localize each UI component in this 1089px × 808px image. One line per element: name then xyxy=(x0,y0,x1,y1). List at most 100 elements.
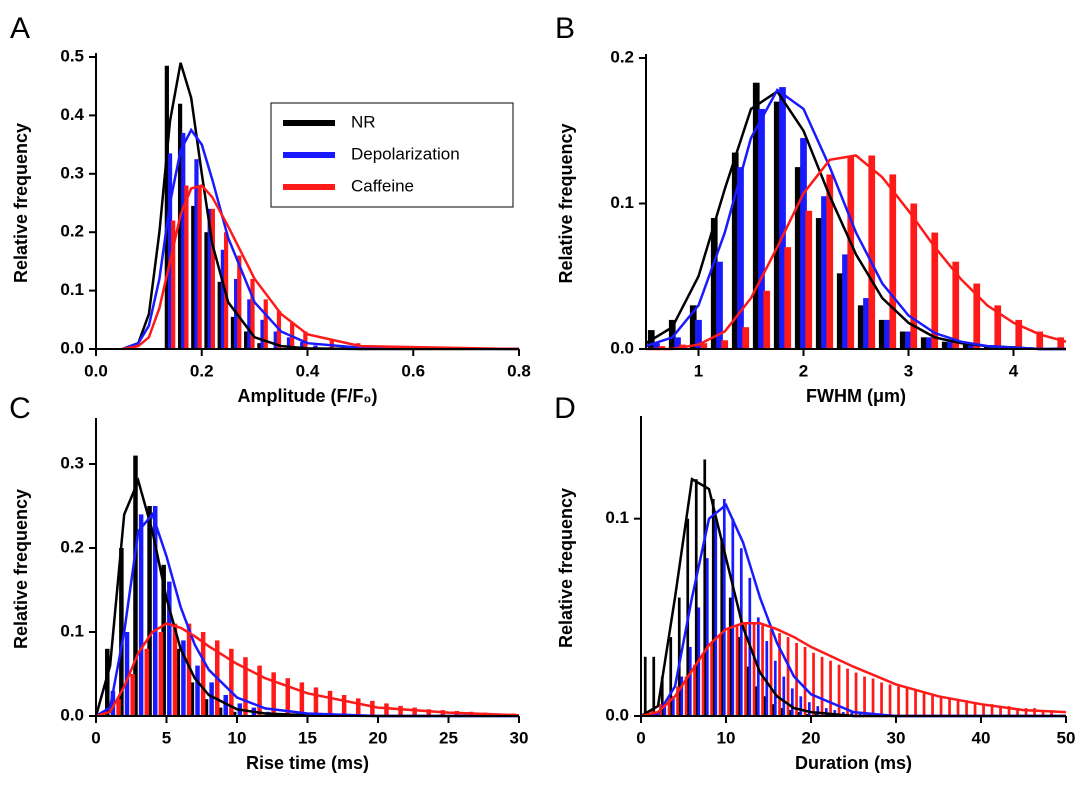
bar xyxy=(888,684,892,716)
bar xyxy=(138,514,144,716)
bar xyxy=(243,657,248,716)
y-tick-label: 0.2 xyxy=(610,47,634,66)
bar xyxy=(773,101,781,350)
bar xyxy=(799,696,803,716)
x-tick-label: 30 xyxy=(887,728,906,747)
bar xyxy=(189,682,195,716)
bar xyxy=(754,686,758,716)
x-tick-label: 40 xyxy=(972,728,991,747)
bar xyxy=(181,640,186,716)
bar xyxy=(910,203,918,349)
bar xyxy=(694,479,698,716)
bar xyxy=(1033,708,1036,716)
x-tick-label: 2 xyxy=(799,361,808,380)
bar xyxy=(257,665,262,716)
bar xyxy=(674,337,681,349)
bar xyxy=(203,699,209,716)
bar xyxy=(803,646,807,716)
bar xyxy=(191,205,196,349)
bar xyxy=(868,155,876,349)
bar xyxy=(172,623,178,716)
bar xyxy=(752,82,760,350)
bar xyxy=(257,343,262,349)
bar xyxy=(263,299,268,349)
bar xyxy=(229,648,234,716)
x-axis-label: Rise time (ms) xyxy=(246,753,369,773)
bar xyxy=(982,704,985,716)
bar xyxy=(778,633,781,716)
bar xyxy=(195,665,200,716)
bar xyxy=(412,707,417,716)
panel: A 0.0 0.1 0.2 0.3 0.4 0.5 0.0 0.2 0.4 0.6 0.8 Amplit… xyxy=(10,12,531,406)
bar xyxy=(204,232,209,349)
fit-curve xyxy=(646,154,1067,351)
x-tick-label: 3 xyxy=(904,361,913,380)
bar xyxy=(669,637,673,716)
bar xyxy=(186,623,192,716)
panel-label: D xyxy=(554,392,576,425)
y-axis-label: Relative frequency xyxy=(556,123,576,283)
bar xyxy=(727,629,730,716)
bar xyxy=(244,331,249,349)
bar xyxy=(689,305,697,349)
x-tick-label: 15 xyxy=(298,728,317,747)
x-tick-label: 25 xyxy=(439,728,458,747)
bar xyxy=(779,87,786,349)
bar xyxy=(763,290,771,349)
bar xyxy=(658,346,666,349)
bar xyxy=(164,65,169,349)
panel-label: A xyxy=(10,12,30,45)
bar xyxy=(962,344,970,349)
bar xyxy=(863,298,870,349)
bar xyxy=(676,686,679,716)
bar xyxy=(983,346,991,349)
bar xyxy=(761,625,764,716)
bar xyxy=(231,711,237,716)
bar xyxy=(1024,708,1028,716)
y-tick-label: 0.2 xyxy=(60,222,84,241)
y-tick-label: 0.2 xyxy=(60,537,84,556)
bar xyxy=(769,629,773,716)
bar xyxy=(742,327,750,349)
bar xyxy=(941,341,949,349)
bar xyxy=(744,623,747,716)
bar xyxy=(247,299,252,349)
bar xyxy=(805,210,813,349)
x-tick-label: 0.2 xyxy=(190,361,214,380)
bar xyxy=(939,696,943,716)
bar xyxy=(994,305,1002,349)
bar xyxy=(920,337,928,349)
x-axis-label: FWHM (μm) xyxy=(806,386,906,406)
bar xyxy=(197,185,202,349)
bar xyxy=(857,305,865,349)
bar xyxy=(250,278,255,349)
bar xyxy=(217,707,223,716)
bar xyxy=(1041,710,1045,716)
bar xyxy=(147,506,152,716)
bar xyxy=(693,664,696,716)
bar xyxy=(786,637,790,716)
bar xyxy=(1057,337,1065,349)
bar xyxy=(177,103,183,349)
bar xyxy=(847,155,855,349)
bar xyxy=(731,518,735,716)
bar xyxy=(230,316,236,349)
bar xyxy=(194,159,199,349)
bar xyxy=(965,700,968,716)
bar xyxy=(926,337,933,349)
bar xyxy=(653,343,660,349)
bar xyxy=(300,341,305,349)
fit-curve xyxy=(121,62,519,351)
bar xyxy=(871,678,875,716)
fit-curve xyxy=(645,88,1066,351)
bar xyxy=(745,666,749,716)
y-tick-label: 0.1 xyxy=(60,621,84,640)
bar xyxy=(171,220,176,349)
bar xyxy=(842,254,849,349)
x-tick-label: 10 xyxy=(717,728,736,747)
bar xyxy=(271,672,276,716)
bar xyxy=(739,548,743,716)
bar xyxy=(184,185,189,349)
bar xyxy=(990,704,994,716)
